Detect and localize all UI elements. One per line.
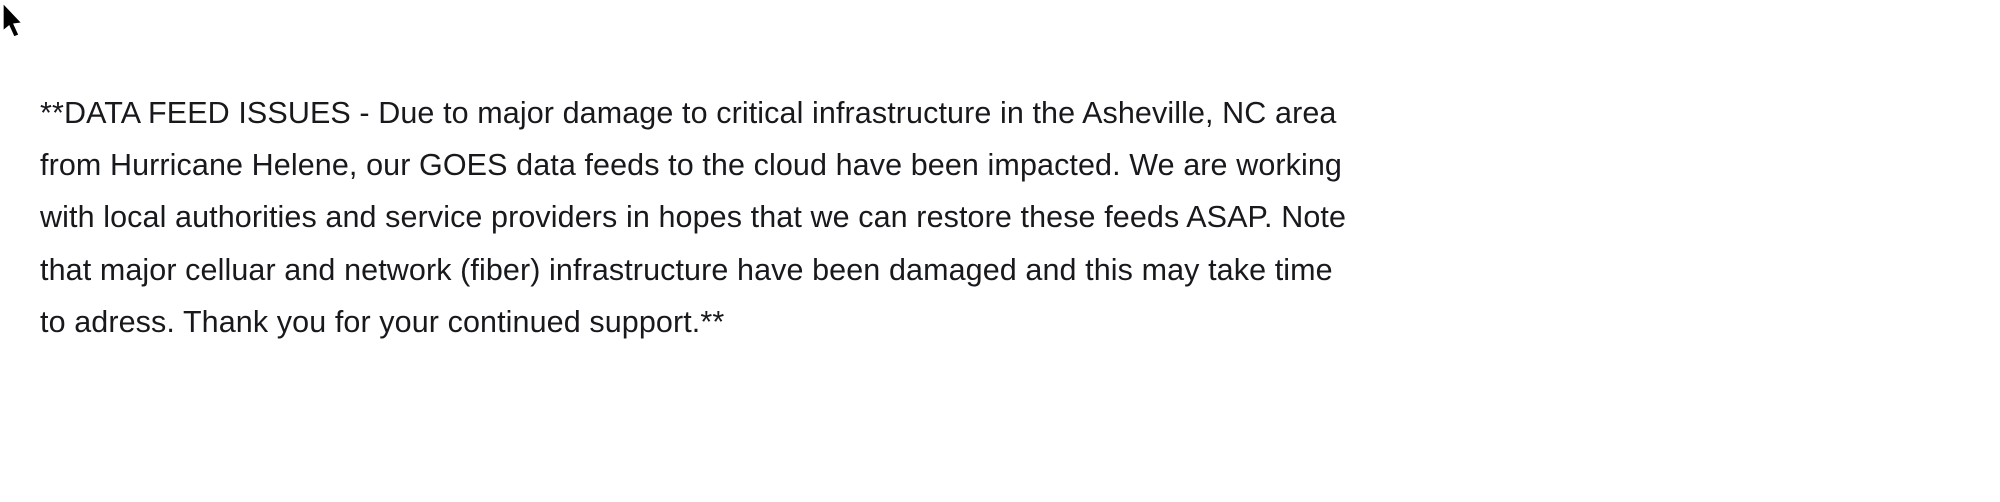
data-feed-issues-notice: **DATA FEED ISSUES - Due to major damage… xyxy=(40,87,1360,349)
cursor-icon xyxy=(3,3,29,44)
